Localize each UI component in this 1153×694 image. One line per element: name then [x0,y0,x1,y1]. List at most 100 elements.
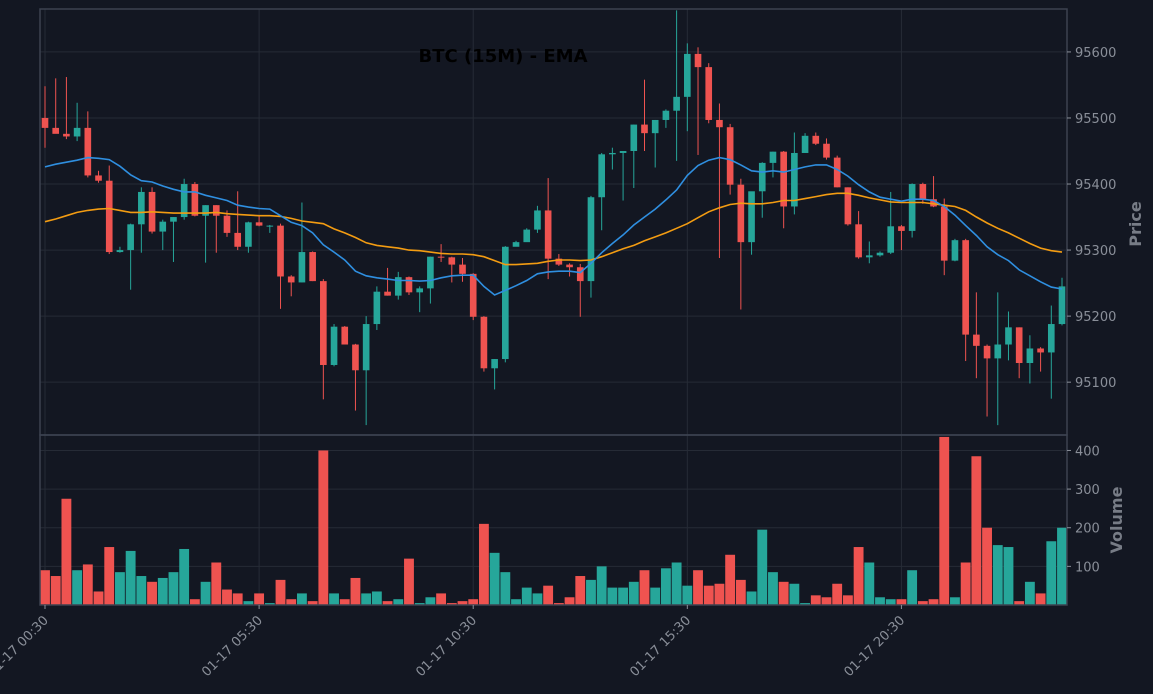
candle-body [245,222,252,247]
volume-bar [789,583,800,605]
candle-body [716,119,723,128]
volume-bar [650,587,661,605]
volume-bar [757,529,768,605]
candle-body [801,135,809,153]
candle-body [994,344,1002,359]
ema-slow-line [44,192,1063,266]
volume-bar [93,591,104,605]
candle-body [780,151,787,207]
candle-body [673,96,680,111]
candle-body [876,252,884,256]
volume-bar [853,547,864,605]
candle-body [737,184,745,243]
volume-bar [189,599,200,605]
candle-body [694,53,702,68]
candle-body [855,224,862,258]
candle-body [277,225,284,277]
candle-body [1005,327,1012,345]
volume-bar [115,572,125,605]
volume-bar [382,601,393,605]
volume-bar [992,545,1003,605]
price-tick-label: 95500 [1075,112,1116,127]
volume-bar [222,589,232,605]
volume-bar [200,581,211,605]
candle-body [1047,324,1055,353]
candle-body [973,334,980,346]
volume-bar [693,570,703,605]
volume-bar [1003,547,1014,605]
price-tick-label: 95200 [1075,310,1116,325]
volume-bar [72,570,83,605]
candle-body [255,222,263,226]
volume-bar [618,587,629,605]
candle-body [1026,348,1034,364]
candle-body [833,157,841,188]
volume-bar [960,562,971,605]
candle-body [52,127,60,134]
volume-bar [1057,527,1067,605]
volume-bar [243,601,254,605]
candle-body [480,316,488,369]
volume-bar [50,576,61,605]
volume-bar [842,595,853,605]
volume-bar [425,597,436,605]
volume-bar [532,593,543,605]
volume-bar [628,581,639,605]
volume-bar [489,552,500,605]
candle-body [448,257,456,265]
candle-body [705,67,713,120]
candle-body [180,184,188,218]
candle-body [330,326,338,365]
volume-bar [907,570,918,605]
volume-bar [982,527,992,605]
volume-bar [864,562,875,605]
volume-bar [339,599,350,605]
volume-bar [832,583,843,605]
volume-bar [1035,593,1046,605]
candle-body [887,226,895,253]
volume-tick-label: 300 [1075,483,1100,498]
volume-bar [543,585,554,605]
volume-bar [725,554,736,605]
candle-body [555,258,563,265]
volume-bar [318,450,329,605]
candle-body [609,152,616,155]
volume-bar [500,572,511,605]
price-tick-label: 95300 [1075,244,1116,259]
price-candles [41,10,1066,426]
candle-body [598,154,605,198]
volume-bar [511,599,521,605]
candle-body [352,344,359,371]
candle-body [234,232,242,247]
volume-bar [1014,601,1025,605]
volume-bar [950,597,960,605]
volume-bar [746,591,757,605]
candle-body [95,175,102,181]
volume-bar [703,585,714,605]
volume-bar [446,603,457,605]
price-tick-label: 95100 [1075,376,1116,391]
volume-bar [436,593,447,605]
candle-body [908,184,916,231]
volume-bar [939,436,950,605]
volume-bar [179,548,190,605]
volume-bar [254,593,265,605]
candle-body [940,206,948,261]
volume-bar [971,456,982,605]
volume-bar [682,585,693,605]
candle-body [641,124,648,134]
candle-body [930,199,937,207]
candle-body [962,240,969,335]
volume-axis: 100 200 300 400 [1067,444,1100,575]
candle-body [748,191,755,243]
candle-body [844,187,852,225]
candle-body [1037,348,1044,353]
candle-body [512,242,520,247]
candle-body [919,184,927,200]
candle-body [341,326,349,345]
volume-bar [639,570,650,605]
chart-title: BTC (15M) - EMA [418,46,587,67]
volume-bar [157,577,168,605]
candle-body [469,273,477,317]
volume-bar [275,579,286,605]
